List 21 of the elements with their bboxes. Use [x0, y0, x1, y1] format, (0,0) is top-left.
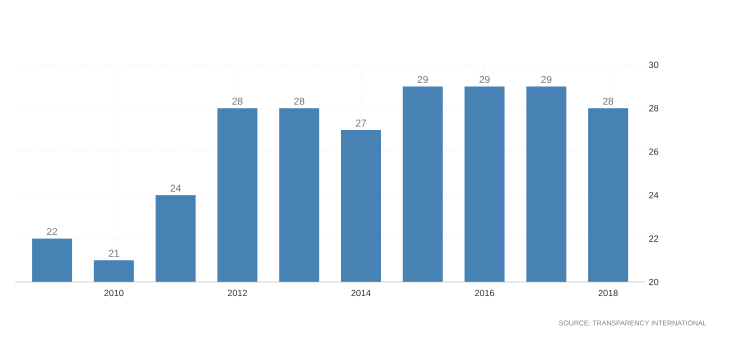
y-tick-label: 22 [649, 235, 658, 242]
x-tick-label: 2018 [598, 290, 618, 296]
data-label: 29 [480, 76, 490, 84]
x-tick-label: 2014 [351, 290, 371, 296]
data-label: 28 [603, 98, 614, 105]
x-tick-label: 2010 [104, 290, 124, 296]
x-tick-label: 2016 [475, 290, 494, 296]
data-label: 28 [294, 98, 304, 105]
y-tick-label: 30 [649, 62, 658, 68]
y-tick-label: 20 [649, 278, 658, 286]
y-tick-label: 28 [649, 105, 658, 112]
y-tick-label: 26 [649, 148, 658, 155]
data-label: 27 [356, 120, 366, 126]
data-label: 29 [541, 76, 552, 84]
data-label: 28 [232, 98, 243, 105]
data-label: 29 [418, 76, 428, 84]
data-label: 22 [47, 228, 58, 236]
data-label: 24 [170, 184, 181, 192]
x-tick-label: 2012 [228, 290, 247, 296]
y-tick-label: 24 [649, 192, 658, 198]
data-label: 21 [108, 250, 119, 257]
